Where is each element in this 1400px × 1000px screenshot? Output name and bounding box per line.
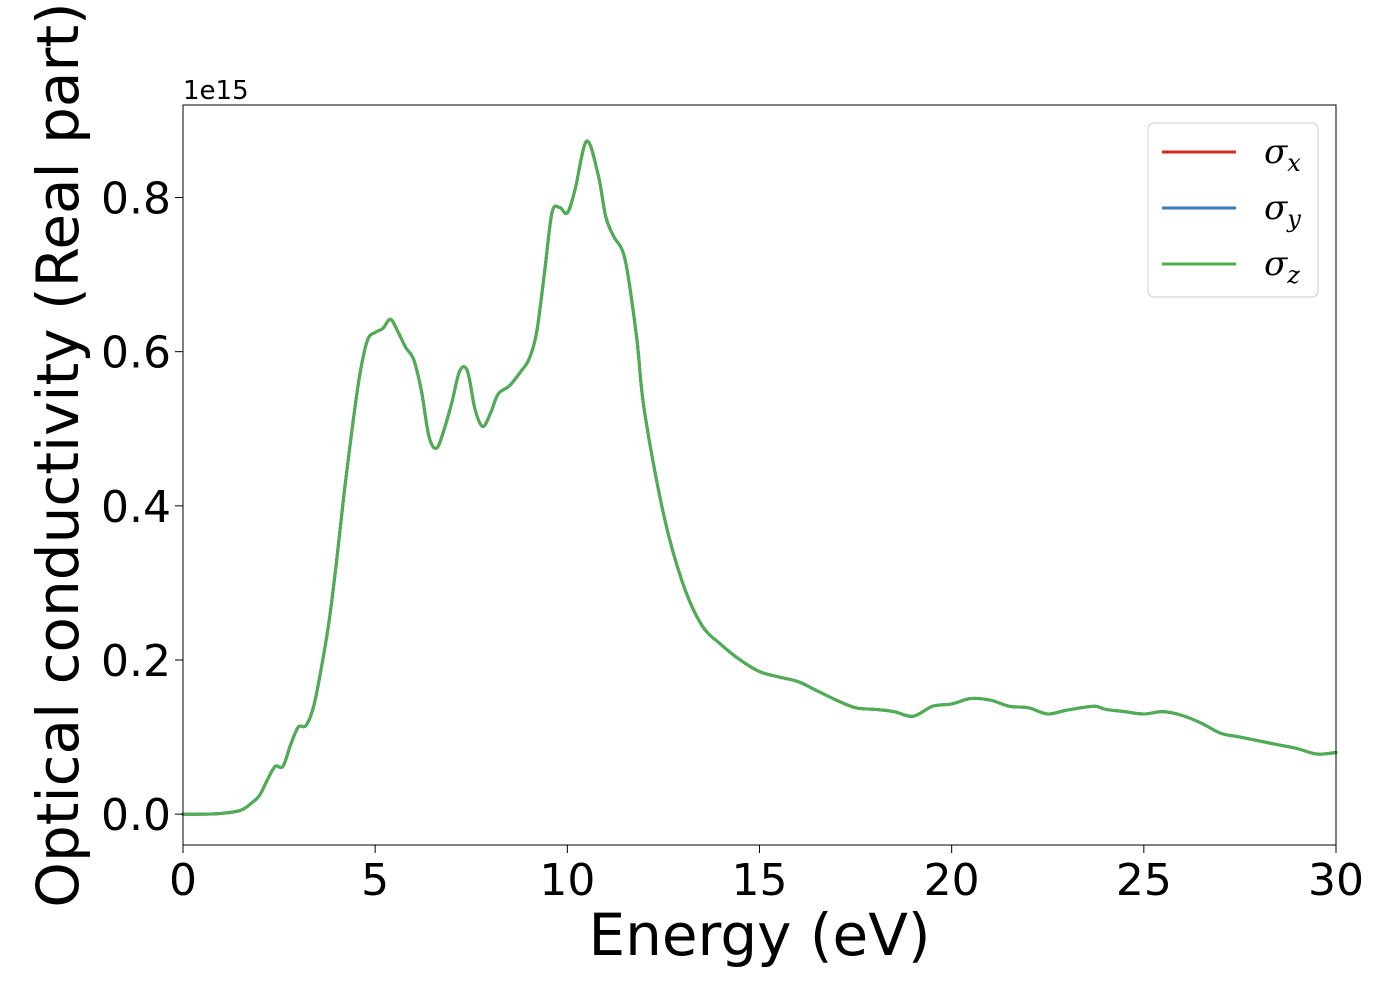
x-tick-label: 30 (1308, 855, 1364, 906)
y-axis-label: Optical conductivity (Real part) (24, 2, 92, 907)
y-tick-label: 0.8 (101, 174, 171, 225)
x-axis-label: Energy (eV) (588, 901, 930, 969)
x-tick-label: 15 (732, 855, 788, 906)
y-tick-label: 0.0 (101, 790, 171, 841)
x-tick-label: 10 (539, 855, 595, 906)
legend-box (1147, 122, 1319, 298)
y-axis-offset-label: 1e15 (183, 76, 249, 106)
x-tick-label: 5 (361, 855, 389, 906)
x-axis-ticks: 0 5 10 15 20 25 30 (169, 845, 1364, 906)
y-tick-label: 0.6 (101, 328, 171, 379)
legend-label-sigma-x: σx (1264, 132, 1301, 177)
x-tick-label: 0 (169, 855, 197, 906)
y-axis-ticks: 0.0 0.2 0.4 0.6 0.8 (101, 174, 183, 841)
series-line-sigma-z (181, 139, 1338, 816)
y-tick-label: 0.2 (101, 636, 171, 687)
x-tick-label: 25 (1116, 855, 1172, 906)
legend-label-sigma-y: σy (1264, 188, 1301, 233)
y-tick-label: 0.4 (101, 482, 171, 533)
x-tick-label: 20 (924, 855, 980, 906)
plot-lines (181, 139, 1338, 816)
